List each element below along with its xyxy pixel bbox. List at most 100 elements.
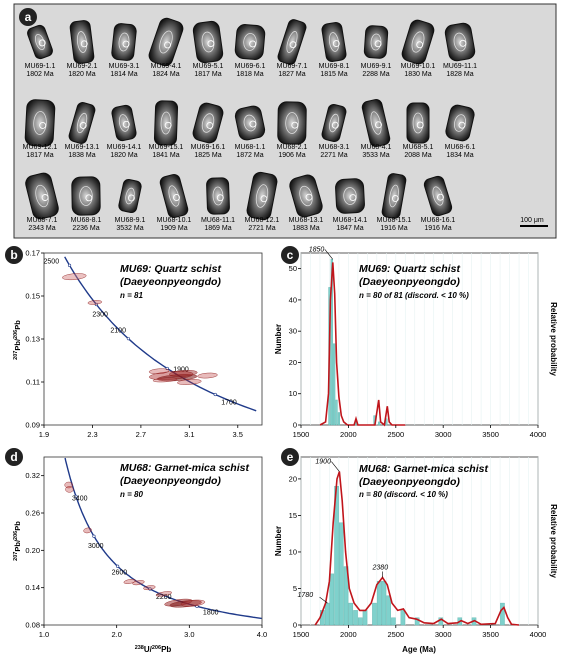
y-tick-label: 20 <box>289 474 297 483</box>
zircon-grain-zoning <box>201 113 215 133</box>
zircon-grain <box>234 24 266 60</box>
concordia-curve <box>64 256 257 412</box>
grain-id-label: MU68-8.1 <box>71 217 102 224</box>
error-ellipse <box>62 273 87 281</box>
histogram-bar <box>324 602 330 626</box>
y-tick-label: 0 <box>293 621 297 630</box>
concordia-d-frame <box>43 456 263 626</box>
zircon-grain <box>27 24 53 60</box>
y-tick-label: 20 <box>289 358 297 367</box>
x-tick-label: 1.9 <box>39 430 49 439</box>
panel-label-e-badge <box>281 448 299 466</box>
zircon-grain-body <box>277 101 307 145</box>
histogram-c-subtitle: (Daeyeonpyeongdo) <box>359 276 460 288</box>
peak-arrow <box>324 249 333 260</box>
grain-id-label: MU69-12.1 <box>23 144 58 151</box>
error-ellipse <box>169 600 202 608</box>
histogram-bar <box>335 399 338 426</box>
zircon-grain <box>111 23 137 61</box>
peak-label: 1900 <box>315 459 331 466</box>
grain-id-label: MU69-15.1 <box>149 144 184 151</box>
x-tick-label: 2.0 <box>111 630 121 639</box>
age-label: 2200 <box>156 594 172 601</box>
zircon-grain-zoning <box>79 186 93 206</box>
grain-age-label: 1814 Ma <box>110 71 137 78</box>
age-label: 2100 <box>110 328 126 335</box>
error-ellipse <box>155 591 172 597</box>
zircon-grain-zoning <box>299 185 313 207</box>
error-ellipse <box>83 527 92 534</box>
zircon-grain-zoning <box>411 31 425 53</box>
grain-id-label: MU68-10.1 <box>157 217 192 224</box>
x-tick-label: 3.0 <box>184 630 194 639</box>
grain-id-label: MU69-13.1 <box>65 144 100 151</box>
histogram-c-ylabel: Number <box>274 324 283 354</box>
x-tick-label: 3500 <box>482 630 499 639</box>
zircon-grain <box>406 102 430 144</box>
grain-id-label: MU68-1.1 <box>235 144 266 151</box>
grain-id-label: MU68-16.1 <box>421 217 456 224</box>
grain-age-label: 2343 Ma <box>28 225 55 232</box>
grain-age-label: 1828 Ma <box>446 71 473 78</box>
histogram-c-plot: 1500 2000 2500 3000 3500 4000 0 10 20 30 40 50 1850 <box>289 246 547 439</box>
zircon-grain <box>71 176 101 216</box>
concordia-d-subtitle: (Daeyeonpyeongdo) <box>120 475 221 487</box>
zircon-grain-zoning <box>201 31 215 53</box>
grain-id-label: MU69-4.1 <box>151 63 182 70</box>
grain-age-label: 1838 Ma <box>68 152 95 159</box>
y-tick-label: 30 <box>289 327 297 336</box>
panel-label-b: b <box>10 248 17 262</box>
error-ellipse <box>169 370 198 377</box>
error-ellipse <box>65 486 74 493</box>
spot-marker <box>122 40 130 48</box>
x-tick-label: 2500 <box>387 630 404 639</box>
y-tick-label: 0.32 <box>25 471 40 480</box>
zircon-grain <box>192 102 224 144</box>
error-ellipse <box>87 300 103 305</box>
x-tick-label: 1500 <box>293 430 310 439</box>
grain-id-label: MU69-5.1 <box>193 63 224 70</box>
zircon-grain <box>111 104 137 142</box>
grain-id-label: MU68-15.1 <box>377 217 412 224</box>
grain-age-label: 1830 Ma <box>404 71 431 78</box>
zircon-grain-zoning <box>160 111 172 135</box>
grain-id-label: MU68-6.1 <box>445 144 476 151</box>
panel-label-a-badge <box>19 8 37 26</box>
histogram-bar <box>414 617 420 626</box>
x-tick-label: 2.7 <box>136 430 146 439</box>
grain-age-label: 1817 Ma <box>194 71 221 78</box>
histogram-bar <box>378 421 381 426</box>
concordia-d-n: n = 80 <box>120 490 143 499</box>
zircon-grain <box>118 178 142 214</box>
spot-marker <box>375 121 382 129</box>
grain-age-label: 1825 Ma <box>194 152 221 159</box>
grain-age-label: 1817 Ma <box>26 152 53 159</box>
histogram-c-frame <box>300 252 539 426</box>
grain-age-label: 2088 Ma <box>404 152 431 159</box>
grain-id-label: MU69-8.1 <box>319 63 350 70</box>
zircon-grain <box>289 174 323 218</box>
histogram-bar <box>353 610 358 626</box>
grain-age-label: 1906 Ma <box>278 152 305 159</box>
spot-marker <box>391 195 399 202</box>
y-tick-label: 0 <box>293 421 297 430</box>
x-tick-label: 3.5 <box>233 430 243 439</box>
spot-marker <box>127 194 135 202</box>
histogram-bar <box>362 610 368 626</box>
zircon-grain <box>192 20 224 64</box>
grain-age-label: 1872 Ma <box>236 152 263 159</box>
grain-id-label: MU68-2.1 <box>277 144 308 151</box>
spot-marker <box>79 121 87 129</box>
histogram-bar <box>391 617 396 626</box>
age-marker <box>67 263 72 267</box>
panel-label-b-badge <box>5 246 23 264</box>
zircon-grain-body <box>111 104 137 142</box>
spot-marker <box>164 41 171 49</box>
spot-marker <box>216 194 224 202</box>
x-tick-label: 4000 <box>530 430 547 439</box>
spot-marker <box>249 120 257 128</box>
grain-id-label: MU69-14.1 <box>107 144 142 151</box>
y-tick-label: 0.11 <box>26 378 40 387</box>
